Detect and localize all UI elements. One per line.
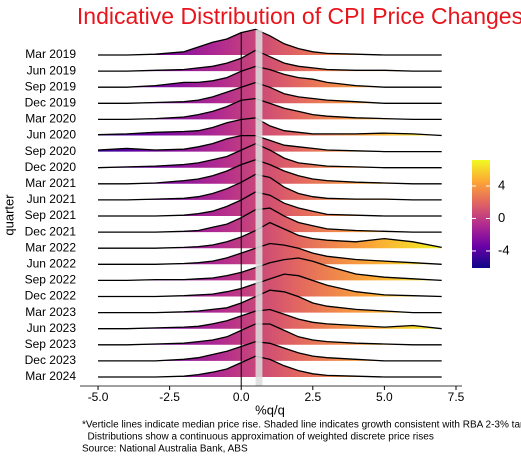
ridge-area <box>98 50 442 72</box>
y-tick-label: Jun 2022 <box>27 256 77 270</box>
ridge-line <box>98 355 442 378</box>
y-tick-label: Sep 2023 <box>25 337 77 351</box>
y-tick-label: Dec 2019 <box>25 95 77 109</box>
y-tick-label: Mar 2019 <box>25 47 76 61</box>
y-tick-label: Dec 2023 <box>25 353 77 367</box>
ridge-line <box>98 221 442 249</box>
ridge-line <box>98 49 442 72</box>
y-tick-label: Dec 2021 <box>25 224 77 238</box>
target-band <box>255 30 263 386</box>
y-tick-label: Mar 2023 <box>25 305 76 319</box>
ridge-line <box>98 308 442 330</box>
x-tick-label: -5.0 <box>88 390 109 404</box>
colorbar-label: 4 <box>498 177 505 192</box>
ridge-line <box>97 142 442 169</box>
y-tick-label: Sep 2021 <box>25 208 77 222</box>
ridge-line <box>98 65 442 88</box>
ridge-area <box>98 324 442 345</box>
y-tick-label: Jun 2021 <box>27 192 77 206</box>
y-tick-label: Sep 2022 <box>25 273 77 287</box>
y-tick-label: Jun 2019 <box>27 63 77 77</box>
ridge-line <box>98 207 442 233</box>
y-tick-label: Dec 2022 <box>25 289 77 303</box>
x-tick-label: 5.0 <box>376 390 393 404</box>
ridge-line <box>98 323 442 346</box>
ridge-line <box>98 173 442 201</box>
y-tick-label: Sep 2019 <box>25 79 77 93</box>
ridge-area <box>98 258 442 281</box>
colorbar-label: 0 <box>498 210 505 225</box>
ridge-area <box>98 309 442 329</box>
ridge-line <box>98 242 442 265</box>
ridge-line <box>98 159 442 185</box>
ridge-area <box>98 356 442 377</box>
y-tick-label: Dec 2020 <box>25 160 77 174</box>
caption: Source: National Australia Bank, ABS <box>82 444 248 455</box>
y-tick-label: Mar 2020 <box>25 112 76 126</box>
ridge-area <box>98 159 442 184</box>
ridge-area <box>98 82 442 104</box>
ridge-area <box>98 208 442 233</box>
ridge-line <box>98 191 442 217</box>
ridge-area <box>98 143 442 168</box>
y-tick-label: Jun 2023 <box>27 321 77 335</box>
ridge-line <box>97 117 442 137</box>
y-tick-label: Mar 2024 <box>25 369 76 383</box>
ridge-area <box>98 98 442 120</box>
colorbar <box>472 160 490 268</box>
ridge-area <box>98 66 442 88</box>
ridge-line <box>97 134 442 153</box>
ridge-line <box>98 273 442 298</box>
ridge-area <box>98 243 442 265</box>
x-axis-label: %q/q <box>255 402 285 417</box>
caption: *Verticle lines indicate median price ri… <box>82 420 521 431</box>
ridge-area <box>98 341 442 361</box>
y-axis-label: quarter <box>1 194 16 236</box>
x-tick-label: -2.5 <box>159 390 180 404</box>
ridge-line <box>98 289 442 314</box>
ridge-area <box>98 274 442 297</box>
caption: Distributions show a continuous approxim… <box>82 432 434 443</box>
ridge-line <box>98 28 442 56</box>
ridge-area <box>98 174 442 200</box>
ridge-line <box>98 341 442 362</box>
y-tick-label: Mar 2021 <box>25 176 76 190</box>
ridge-area <box>98 117 442 136</box>
ridge-area <box>98 290 442 313</box>
colorbar-label: -4 <box>498 242 510 257</box>
ridge-line <box>98 97 442 121</box>
ridge-line <box>98 257 442 282</box>
y-tick-label: Sep 2020 <box>25 144 77 158</box>
ridge-area <box>98 192 442 216</box>
ridge-area <box>98 29 442 55</box>
ridge-area <box>98 135 442 152</box>
chart-title: Indicative Distribution of CPI Price Cha… <box>77 3 521 29</box>
ridge-line <box>98 81 442 104</box>
y-tick-label: Jun 2020 <box>27 128 77 142</box>
x-tick-label: 0.0 <box>233 390 250 404</box>
y-tick-label: Mar 2022 <box>25 240 76 254</box>
x-tick-label: 2.5 <box>304 390 321 404</box>
x-tick-label: 7.5 <box>448 390 465 404</box>
